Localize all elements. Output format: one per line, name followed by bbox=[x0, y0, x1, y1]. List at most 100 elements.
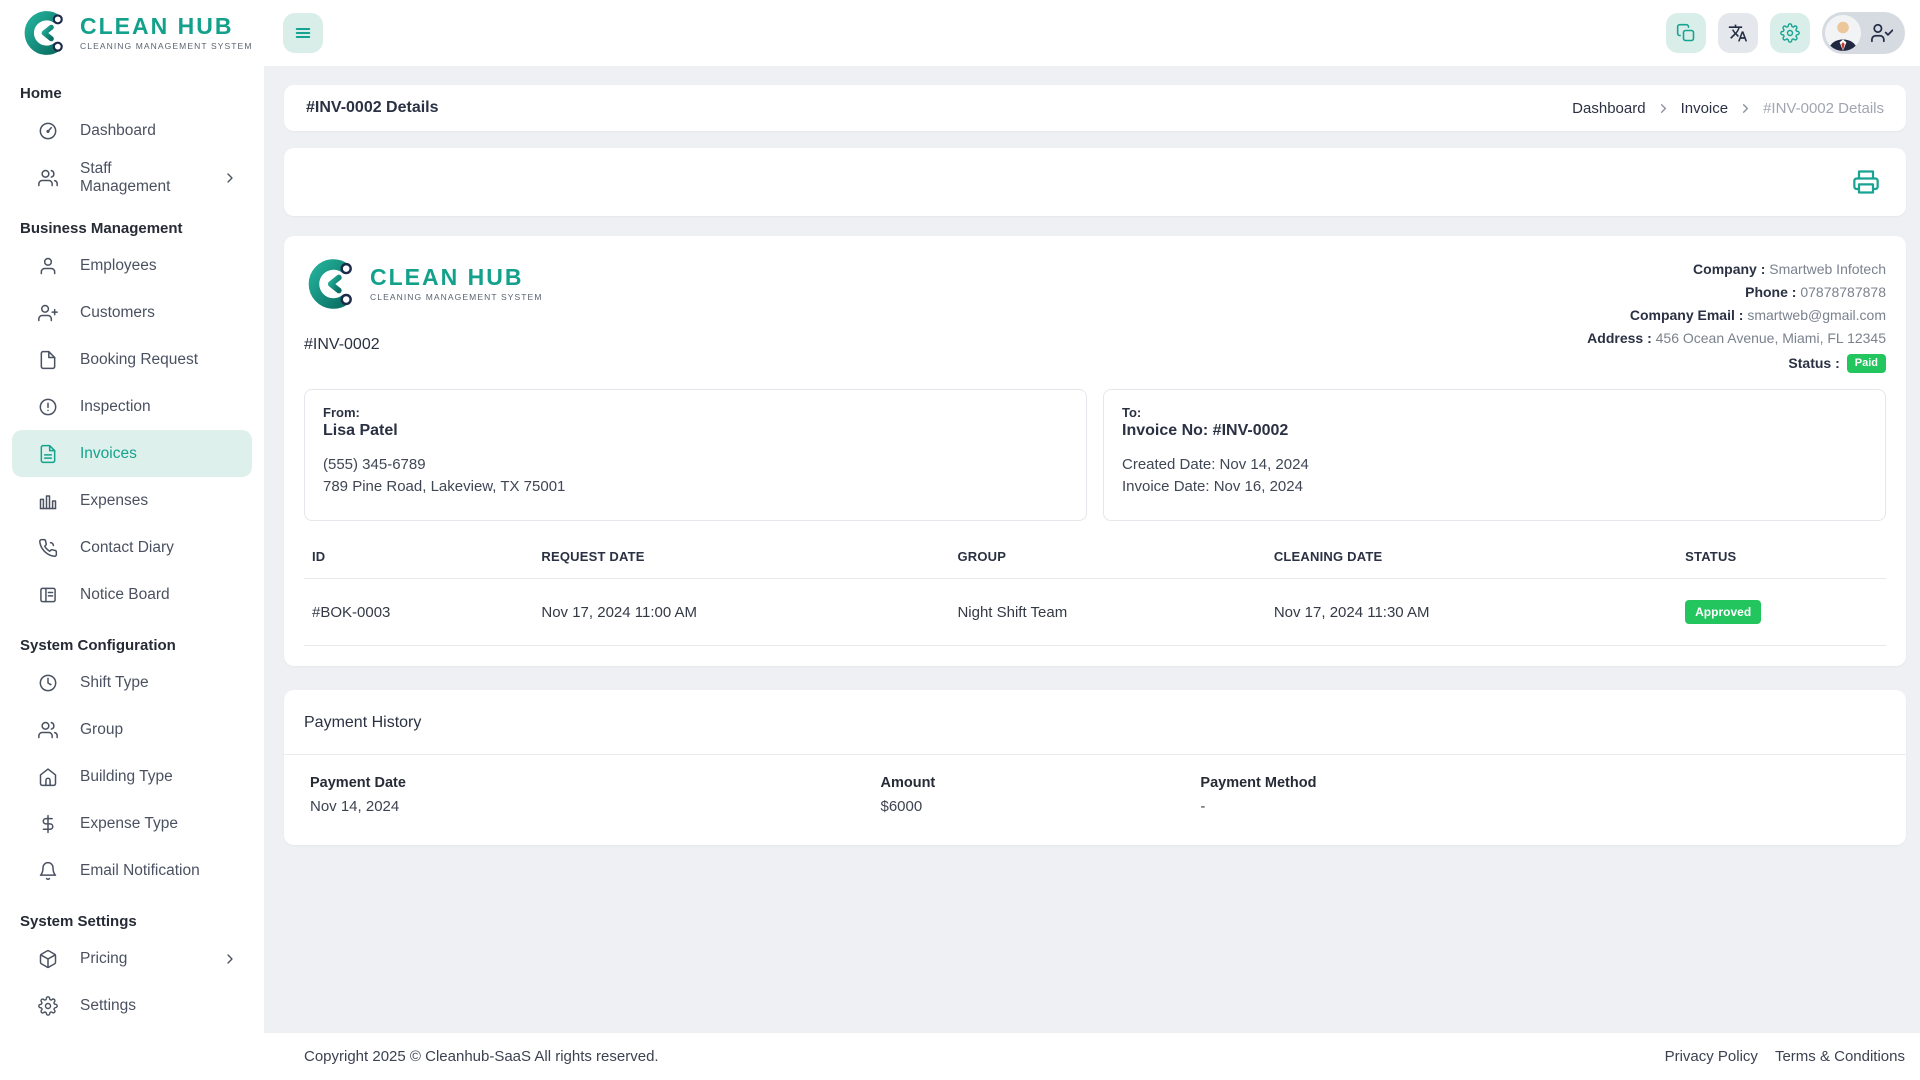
employees-icon bbox=[38, 256, 58, 276]
chevron-right-icon bbox=[227, 172, 233, 183]
settings-button[interactable] bbox=[1770, 13, 1810, 53]
app-tagline: CLEANING MANAGEMENT SYSTEM bbox=[370, 292, 543, 302]
company-row: Phone : 07878787878 bbox=[1587, 281, 1886, 304]
printer-icon bbox=[1853, 170, 1879, 194]
menu-toggle-button[interactable] bbox=[283, 13, 323, 53]
sidebar-item-shift-type[interactable]: Shift Type bbox=[12, 659, 252, 706]
cleanhub-logo-icon bbox=[308, 259, 352, 309]
logo-text: CLEAN HUB CLEANING MANAGEMENT SYSTEM bbox=[80, 13, 253, 52]
chevron-right-icon bbox=[227, 953, 233, 964]
from-box: From: Lisa Patel (555) 345-6789 789 Pine… bbox=[304, 389, 1087, 521]
email-label: Company Email : bbox=[1629, 307, 1744, 323]
staff-management-icon bbox=[38, 168, 58, 188]
inspection-icon bbox=[38, 397, 58, 417]
sidebar-item-dashboard[interactable]: Dashboard bbox=[12, 107, 252, 154]
user-check-icon bbox=[1871, 23, 1893, 43]
invoice-identity: CLEAN HUB CLEANING MANAGEMENT SYSTEM #IN… bbox=[304, 258, 543, 375]
app-tagline: CLEANING MANAGEMENT SYSTEM bbox=[80, 41, 253, 51]
payment-history-card: Payment History Payment Date Nov 14, 202… bbox=[284, 690, 1906, 846]
payment-date-value: Nov 14, 2024 bbox=[310, 798, 400, 816]
customers-icon bbox=[38, 303, 58, 323]
sidebar-item-settings[interactable]: Settings bbox=[12, 982, 252, 1029]
main-content: #INV-0002 Details Dashboard Invoice #INV… bbox=[264, 66, 1920, 1033]
user-menu[interactable] bbox=[1822, 12, 1905, 54]
breadcrumb-dashboard[interactable]: Dashboard bbox=[1572, 99, 1646, 117]
sidebar-item-expense-type[interactable]: Expense Type bbox=[12, 800, 252, 847]
sidebar-item-label: Notice Board bbox=[80, 585, 170, 603]
sidebar-item-invoices[interactable]: Invoices bbox=[12, 430, 252, 477]
terms-conditions-link[interactable]: Terms & Conditions bbox=[1774, 1048, 1905, 1065]
app-name: CLEAN HUB bbox=[80, 13, 234, 39]
col-group: GROUP bbox=[949, 545, 1266, 579]
invoice-logo: CLEAN HUB CLEANING MANAGEMENT SYSTEM bbox=[304, 258, 543, 310]
sidebar-item-group[interactable]: Group bbox=[12, 706, 252, 753]
gear-icon bbox=[1780, 23, 1800, 43]
print-button[interactable] bbox=[1852, 168, 1880, 196]
footer-links: Privacy Policy Terms & Conditions bbox=[1665, 1048, 1905, 1065]
breadcrumb: Dashboard Invoice #INV-0002 Details bbox=[1572, 100, 1884, 117]
building-type-icon bbox=[38, 767, 58, 787]
company-value: Smartweb Infotech bbox=[1769, 261, 1886, 277]
email-notification-icon bbox=[38, 861, 58, 881]
breadcrumb-invoice[interactable]: Invoice bbox=[1680, 99, 1729, 117]
status-label: Status : bbox=[1788, 355, 1840, 371]
invoices-icon bbox=[38, 444, 58, 464]
chevron-right-icon bbox=[1660, 103, 1666, 113]
from-label: From: bbox=[323, 405, 360, 420]
sidebar-item-staff-management[interactable]: Staff Management bbox=[12, 154, 252, 201]
from-address: 789 Pine Road, Lakeview, TX 75001 bbox=[323, 478, 566, 495]
sidebar-item-label: Expense Type bbox=[80, 814, 178, 832]
cell-booking-id: #BOK-0003 bbox=[304, 578, 534, 647]
from-phone: (555) 345-6789 bbox=[323, 456, 426, 473]
phone-value: 07878787878 bbox=[1800, 284, 1886, 300]
amount-value: $6000 bbox=[880, 798, 923, 816]
sidebar-item-notice-board[interactable]: Notice Board bbox=[12, 571, 252, 618]
content-column: #INV-0002 Details Dashboard Invoice #INV… bbox=[264, 0, 1920, 1080]
contact-diary-icon bbox=[38, 538, 58, 558]
col-request-date: REQUEST DATE bbox=[533, 545, 950, 579]
company-row: Company : Smartweb Infotech bbox=[1587, 258, 1886, 281]
breadcrumb-current: #INV-0002 Details bbox=[1763, 99, 1884, 117]
sidebar-item-label: Customers bbox=[80, 303, 155, 321]
payment-method-value: - bbox=[1200, 798, 1206, 816]
sidebar-item-label: Employees bbox=[80, 256, 157, 274]
sidebar-item-building-type[interactable]: Building Type bbox=[12, 753, 252, 800]
to-box: To: Invoice No: #INV-0002 Created Date: … bbox=[1103, 389, 1886, 521]
payment-col: Payment Method - bbox=[1200, 775, 1886, 815]
to-label: To: bbox=[1122, 405, 1142, 420]
status-badge: Paid bbox=[1846, 353, 1886, 374]
sidebar-item-pricing[interactable]: Pricing bbox=[12, 935, 252, 982]
footer: Copyright 2025 © Cleanhub-SaaS All right… bbox=[264, 1033, 1920, 1080]
sidebar-item-label: Settings bbox=[80, 996, 137, 1014]
from-name: Lisa Patel bbox=[323, 422, 398, 439]
company-row: Address : 456 Ocean Avenue, Miami, FL 12… bbox=[1587, 327, 1886, 350]
payment-history-grid: Payment Date Nov 14, 2024 Amount $6000 P… bbox=[284, 755, 1906, 845]
sidebar-item-contact-diary[interactable]: Contact Diary bbox=[12, 524, 252, 571]
sidebar-item-email-notification[interactable]: Email Notification bbox=[12, 847, 252, 894]
app-logo[interactable]: CLEAN HUB CLEANING MANAGEMENT SYSTEM bbox=[0, 0, 264, 66]
sidebar-item-label: Expenses bbox=[80, 491, 149, 509]
pricing-icon bbox=[38, 949, 58, 969]
sidebar-item-employees[interactable]: Employees bbox=[12, 242, 252, 289]
section-system-configuration: System Configuration bbox=[20, 637, 176, 654]
language-button[interactable] bbox=[1718, 13, 1758, 53]
page-title: #INV-0002 Details bbox=[306, 99, 439, 116]
sidebar-item-label: Group bbox=[80, 720, 124, 738]
privacy-policy-link[interactable]: Privacy Policy bbox=[1664, 1048, 1758, 1065]
sidebar-item-inspection[interactable]: Inspection bbox=[12, 383, 252, 430]
booking-table: ID REQUEST DATE GROUP CLEANING DATE STAT… bbox=[304, 545, 1886, 647]
sidebar-item-customers[interactable]: Customers bbox=[12, 289, 252, 336]
sidebar-item-booking-request[interactable]: Booking Request bbox=[12, 336, 252, 383]
address-label: Address : bbox=[1587, 330, 1652, 346]
sidebar-item-expenses[interactable]: Expenses bbox=[12, 477, 252, 524]
phone-label: Phone : bbox=[1745, 284, 1797, 300]
cleanhub-logo-icon bbox=[24, 11, 63, 55]
to-invoice-no: Invoice No: #INV-0002 bbox=[1122, 422, 1289, 439]
table-header-row: ID REQUEST DATE GROUP CLEANING DATE STAT… bbox=[304, 545, 1886, 579]
sidebar-item-label: Email Notification bbox=[80, 861, 200, 879]
col-id: ID bbox=[304, 545, 534, 579]
invoice-details-card: CLEAN HUB CLEANING MANAGEMENT SYSTEM #IN… bbox=[284, 236, 1906, 667]
address-value: 456 Ocean Avenue, Miami, FL 12345 bbox=[1655, 330, 1886, 346]
payment-col: Amount $6000 bbox=[881, 775, 1201, 815]
copy-pages-button[interactable] bbox=[1666, 13, 1706, 53]
